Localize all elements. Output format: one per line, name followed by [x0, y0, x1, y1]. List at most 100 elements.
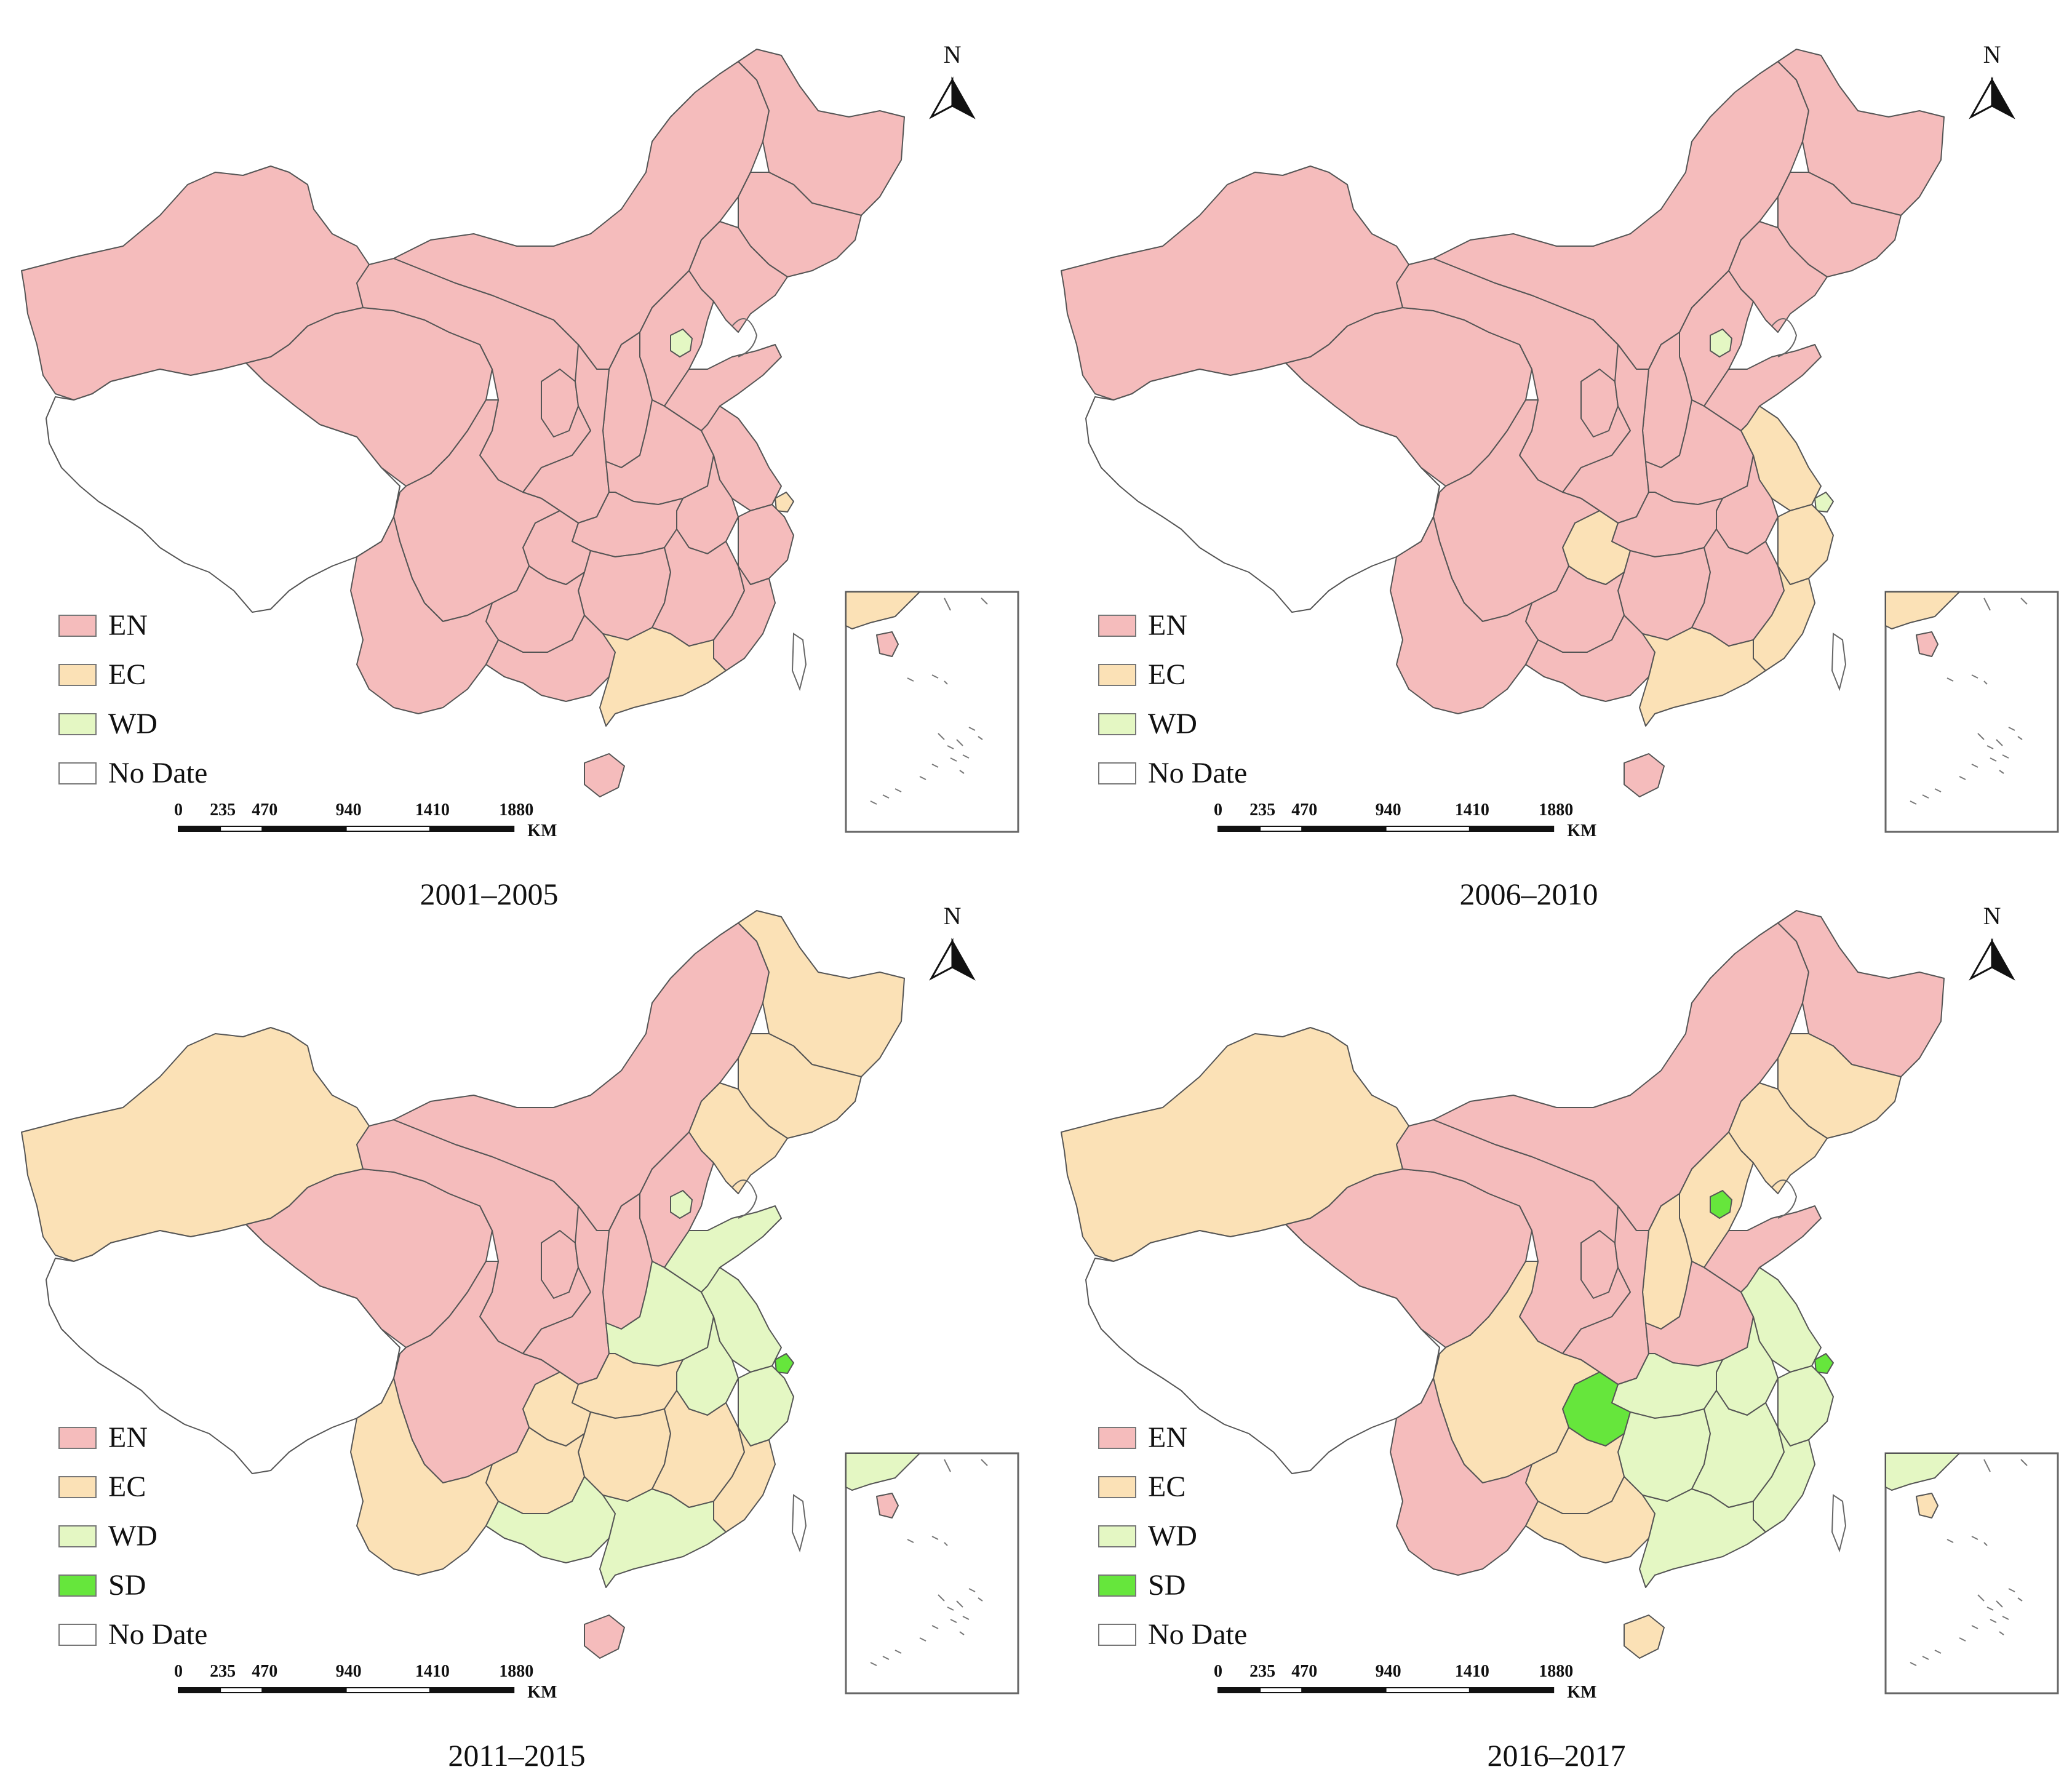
legend-label: No Date: [108, 1618, 207, 1651]
legend-item: WD: [58, 1520, 157, 1552]
province-shanghai: [1814, 1353, 1834, 1374]
legend-label: EN: [108, 609, 148, 642]
legend-item: EN: [1098, 1421, 1187, 1454]
period-title: 2016–2017: [1488, 1738, 1626, 1773]
legend-label: EC: [1148, 1471, 1185, 1503]
province-guangdong: [1885, 591, 1960, 629]
north-label: N: [1983, 902, 2001, 930]
scale-segment: [1259, 1687, 1303, 1693]
province-guangdong: [599, 1488, 727, 1588]
legend-swatch: [1098, 664, 1136, 686]
province-hainan: [1624, 753, 1665, 797]
legend-item: SD: [58, 1569, 146, 1602]
scale-segment: [261, 1687, 347, 1693]
north-label: N: [1983, 41, 2001, 68]
province-guangdong: [1639, 627, 1766, 727]
legend-item: EN: [58, 609, 148, 642]
scale-segment: [1301, 826, 1387, 832]
scale-segment: [345, 1687, 431, 1693]
scale-tick-label: 1410: [415, 1662, 450, 1681]
legend-label: EN: [108, 1421, 148, 1454]
legend-swatch: [58, 1525, 97, 1547]
legend-label: No Date: [1148, 757, 1247, 789]
north-arrow-icon: N: [1970, 902, 2014, 980]
scale-tick-label: 0: [174, 800, 183, 820]
scale-tick-label: 940: [336, 800, 362, 820]
map-panel: N EN EC WD SD No Date 0 235 470 940 1410 1880 KM 2…: [21, 902, 1019, 1773]
province-guangdong: [845, 1453, 920, 1491]
legend-label: SD: [1148, 1569, 1185, 1602]
scale-segment: [345, 826, 431, 832]
legend-label: No Date: [108, 757, 207, 789]
province-beijing: [670, 329, 693, 357]
north-arrow-icon: N: [930, 41, 974, 118]
scale-unit: KM: [1567, 821, 1596, 840]
legend-item: WD: [1098, 1520, 1197, 1552]
period-title: 2011–2015: [448, 1738, 585, 1773]
china-map: [21, 910, 905, 1659]
scale-tick-label: 1880: [499, 800, 533, 820]
legend: EN EC WD No Date: [1098, 609, 1247, 789]
scale-segment: [1217, 1687, 1261, 1693]
legend-label: WD: [1148, 1520, 1197, 1552]
legend-swatch: [1098, 1574, 1136, 1597]
scale-tick-label: 940: [336, 1662, 362, 1681]
legend-item: EN: [1098, 609, 1187, 642]
legend-item: No Date: [1098, 1618, 1247, 1651]
legend-label: WD: [1148, 708, 1197, 740]
province-hainan: [584, 1614, 625, 1659]
legend-item: No Date: [1098, 757, 1247, 789]
china-map: [1061, 49, 1945, 797]
province-hainan: [876, 1493, 899, 1519]
province-beijing: [1710, 1190, 1732, 1219]
scale-tick-label: 470: [252, 800, 277, 820]
legend-label: EC: [108, 658, 146, 691]
legend-item: EC: [58, 1471, 146, 1503]
legend: EN EC WD SD No Date: [58, 1421, 207, 1651]
province-qinghai: [1285, 1168, 1532, 1348]
province-fujian: [713, 565, 776, 671]
scale-tick-label: 235: [210, 800, 236, 820]
legend-swatch: [58, 1624, 97, 1646]
scale-segment: [220, 826, 263, 832]
province-shanghai: [1814, 492, 1834, 513]
legend-swatch: [1098, 1476, 1136, 1498]
north-label: N: [944, 41, 962, 68]
north-label: N: [944, 902, 962, 930]
scale-tick-label: 940: [1376, 1662, 1401, 1681]
province-hainan: [1916, 1493, 1939, 1519]
legend-swatch: [1098, 713, 1136, 735]
scale-segment: [429, 1687, 515, 1693]
province-ningxia: [1580, 369, 1619, 437]
scale-tick-label: 940: [1376, 800, 1401, 820]
legend-swatch: [1098, 762, 1136, 784]
scale-tick-label: 1410: [1455, 800, 1489, 820]
scale-tick-label: 1410: [415, 800, 450, 820]
legend-swatch: [1098, 1427, 1136, 1449]
province-zhejiang: [738, 1365, 794, 1447]
province-beijing: [670, 1190, 693, 1219]
scale-unit: KM: [1567, 1683, 1596, 1702]
province-beijing: [1710, 329, 1732, 357]
province-heilongjiang: [738, 49, 905, 216]
province-heilongjiang: [1777, 910, 1945, 1077]
province-fujian: [713, 1427, 776, 1533]
north-arrow-icon: N: [1970, 41, 2014, 118]
scale-segment: [261, 826, 347, 832]
scale-segment: [178, 826, 221, 832]
south-china-sea-inset: [1884, 1452, 2059, 1694]
legend-swatch: [58, 1574, 97, 1597]
legend: EN EC WD SD No Date: [1098, 1421, 1247, 1651]
legend-label: EN: [1148, 1421, 1187, 1454]
province-qinghai: [245, 307, 493, 487]
province-zhejiang: [1777, 1365, 1834, 1447]
scale-tick-label: 235: [210, 1662, 236, 1681]
scale-tick-label: 0: [1214, 1662, 1222, 1681]
province-qinghai: [1285, 307, 1532, 487]
scale-tick-label: 0: [174, 1662, 183, 1681]
scale-segment: [429, 826, 515, 832]
legend-swatch: [1098, 615, 1136, 637]
